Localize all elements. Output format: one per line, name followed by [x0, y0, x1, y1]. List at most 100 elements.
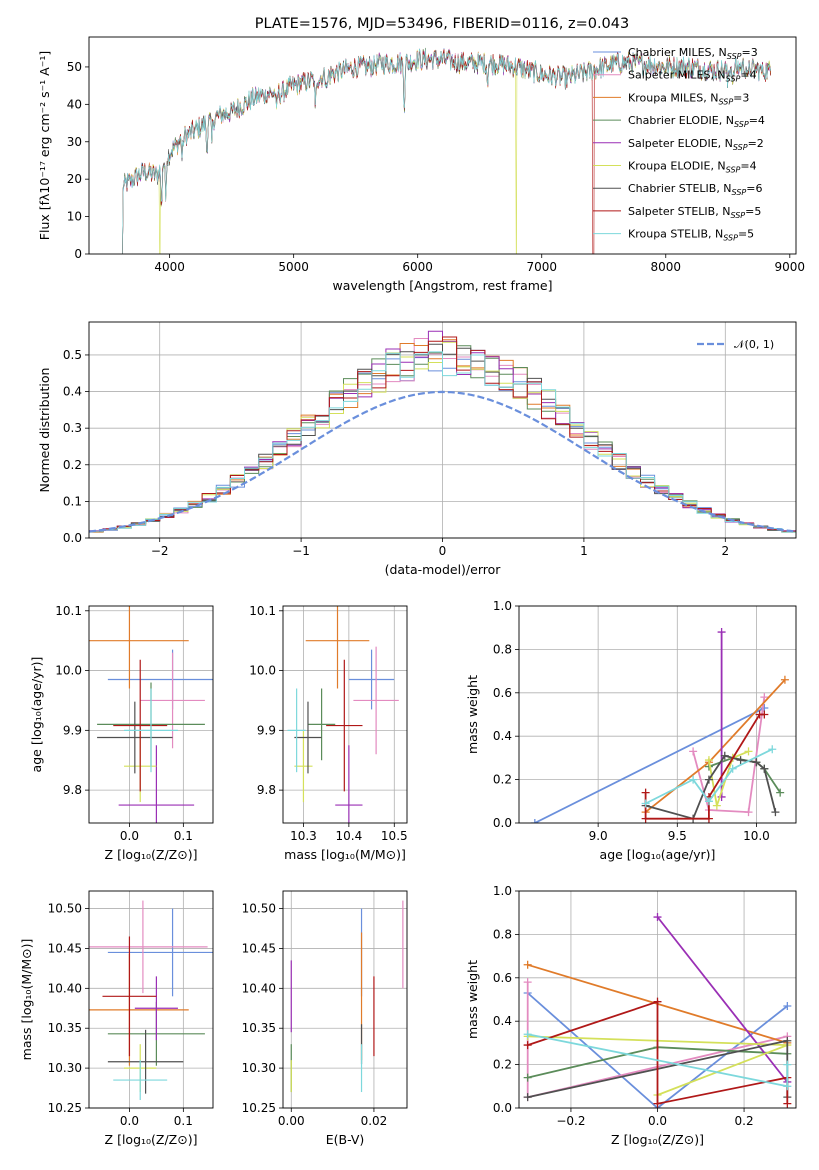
weight-line-salpeter-miles — [692, 696, 766, 814]
y-tick-label: 10.50 — [242, 902, 276, 916]
weight-marker — [736, 756, 745, 765]
y-tick-label: 1.0 — [493, 599, 512, 613]
weight-marker — [523, 978, 532, 987]
x-tick-label: 0.0 — [648, 1114, 667, 1128]
weight-marker — [783, 1060, 792, 1069]
legend-nssp-subscript: SSP — [726, 166, 741, 175]
plot-area-residuals — [89, 330, 796, 533]
panel-age-vs-mass: 10.3 10.4 10.5 9.8 9.9 10.0 10.1 mass [log₁₀(M/… — [249, 604, 408, 862]
legend-nssp-prefix: , N — [715, 205, 730, 218]
plot-area-massweight-vs-age — [530, 628, 789, 823]
x-axis-label: Z [log₁₀(Z/Z⊙)] — [105, 1132, 198, 1147]
legend-name: Chabrier MILES — [628, 46, 712, 59]
y-tick-label: 10.35 — [48, 1021, 82, 1035]
y-tick-label: 10.25 — [48, 1101, 82, 1115]
legend-label-kroupa-elodie: Kroupa ELODIE, NSSP=4 — [628, 160, 757, 175]
errorbar-salpeter-miles — [140, 652, 205, 749]
weight-marker — [768, 745, 777, 754]
legend-nssp-prefix: , N — [712, 46, 727, 59]
x-tick-label: 10.3 — [290, 829, 317, 843]
panel-massweight-vs-age: 9.0 9.5 10.0 0.0 0.2 0.4 0.6 0.8 1.0 age [log₁₀(a… — [465, 599, 797, 862]
axes-frame — [88, 36, 797, 255]
histogram-kroupa-stelib — [89, 351, 796, 533]
legend-name: Kroupa MILES — [628, 91, 703, 104]
y-tick-label: 0.4 — [493, 729, 512, 743]
y-tick-label: 0.8 — [493, 642, 512, 656]
y-tick-label: 9.9 — [63, 723, 82, 737]
y-tick-label: 0 — [74, 247, 82, 261]
y-tick-label: 0.6 — [493, 686, 512, 700]
legend-nssp-value: =4 — [740, 69, 756, 82]
y-axis-label: mass [log₁₀(M/M⊙)] — [19, 939, 34, 1061]
y-tick-label: 10.35 — [242, 1021, 276, 1035]
y-tick-label: 0.2 — [493, 1058, 512, 1072]
x-tick-label: 10.4 — [336, 829, 363, 843]
legend-nssp-value: =4 — [749, 114, 765, 127]
y-tick-label: 50 — [67, 60, 82, 74]
y-axis-label: mass weight — [465, 675, 480, 754]
x-tick-label: 0.2 — [735, 1114, 754, 1128]
y-tick-label: 30 — [67, 135, 82, 149]
x-tick-label: 0 — [439, 544, 447, 558]
errorbar-salpeter-elodie — [335, 745, 363, 823]
y-tick-label: 10.1 — [249, 604, 276, 618]
weight-marker — [783, 1036, 792, 1045]
panel-massweight-vs-z: −0.2 0.0 0.2 0.0 0.2 0.4 0.6 0.8 1.0 Z [log₁₀(Z/Z… — [465, 884, 797, 1147]
errorbar-kroupa-stelib — [287, 688, 306, 773]
y-tick-label: 10.45 — [242, 941, 276, 955]
y-tick-label: 10.30 — [242, 1061, 276, 1075]
errorbar-chabrier-stelib — [97, 701, 173, 774]
y-tick-label: 0.8 — [493, 927, 512, 941]
x-tick-label: −0.2 — [556, 1114, 585, 1128]
legend-name: Salpeter ELODIE — [628, 137, 718, 150]
weight-marker — [712, 801, 721, 810]
axes-frame — [282, 890, 408, 1109]
x-tick-label: 7000 — [526, 260, 557, 274]
y-tick-label: 0.4 — [63, 385, 82, 399]
weight-marker — [704, 814, 713, 823]
x-tick-label: 9.5 — [668, 829, 687, 843]
weight-marker — [760, 764, 769, 773]
panel-residuals: −2 −1 0 1 2 0.0 0.1 0.2 0.3 0.4 0.5 (data-model)/er… — [37, 321, 797, 577]
legend-nssp-subscript: SSP — [733, 143, 748, 152]
legend-nssp-subscript: SSP — [732, 188, 747, 197]
errorbar-salpeter-miles — [353, 646, 399, 755]
legend-name: Salpeter STELIB — [628, 205, 715, 218]
y-tick-label: 9.8 — [63, 783, 82, 797]
legend-nssp-subscript: SSP — [723, 234, 738, 243]
weight-marker — [653, 1099, 662, 1108]
y-tick-label: 40 — [67, 97, 82, 111]
legend-label-kroupa-miles: Kroupa MILES, NSSP=3 — [628, 91, 749, 106]
weight-marker — [641, 814, 650, 823]
x-tick-label: 8000 — [650, 260, 681, 274]
weight-marker — [783, 1002, 792, 1011]
weight-marker — [752, 758, 761, 767]
axes-frame — [518, 605, 797, 824]
legend-nssp-prefix: , N — [710, 69, 725, 82]
x-tick-label: 10.5 — [381, 829, 408, 843]
x-tick-label: 9000 — [775, 260, 806, 274]
legend-nssp-prefix: , N — [716, 182, 731, 195]
spectrum-line-kroupa-stelib — [122, 48, 771, 254]
figure-title: PLATE=1576, MJD=53496, FIBERID=0116, z=0… — [255, 16, 629, 32]
legend-nssp-subscript: SSP — [730, 211, 745, 220]
legend-label-salpeter-stelib: Salpeter STELIB, NSSP=5 — [628, 205, 761, 220]
panel-mass-vs-ebv: 0.00 0.02 10.25 10.30 10.35 10.40 10.45 10.50 E(… — [242, 890, 408, 1147]
weight-marker — [720, 751, 729, 760]
weight-marker — [783, 1082, 792, 1091]
legend-nssp-subscript: SSP — [726, 75, 741, 84]
legend-name: Salpeter MILES — [628, 69, 710, 82]
plot-area-mass-vs-ebv — [290, 900, 404, 1093]
x-tick-label: 0.02 — [361, 1114, 388, 1128]
legend-nssp-prefix: , N — [719, 114, 734, 127]
plot-area-spectrum — [122, 47, 771, 254]
errorbar-chabrier-miles — [348, 649, 395, 710]
legend-name: Kroupa ELODIE — [628, 160, 710, 173]
weight-marker — [744, 747, 753, 756]
axes-frame — [88, 605, 214, 824]
weight-marker — [704, 775, 713, 784]
legend-nssp-prefix: , N — [718, 137, 733, 150]
errorbar-salpeter-elodie — [118, 745, 195, 823]
normal-curve — [89, 390, 794, 533]
y-tick-label: 0.2 — [493, 773, 512, 787]
